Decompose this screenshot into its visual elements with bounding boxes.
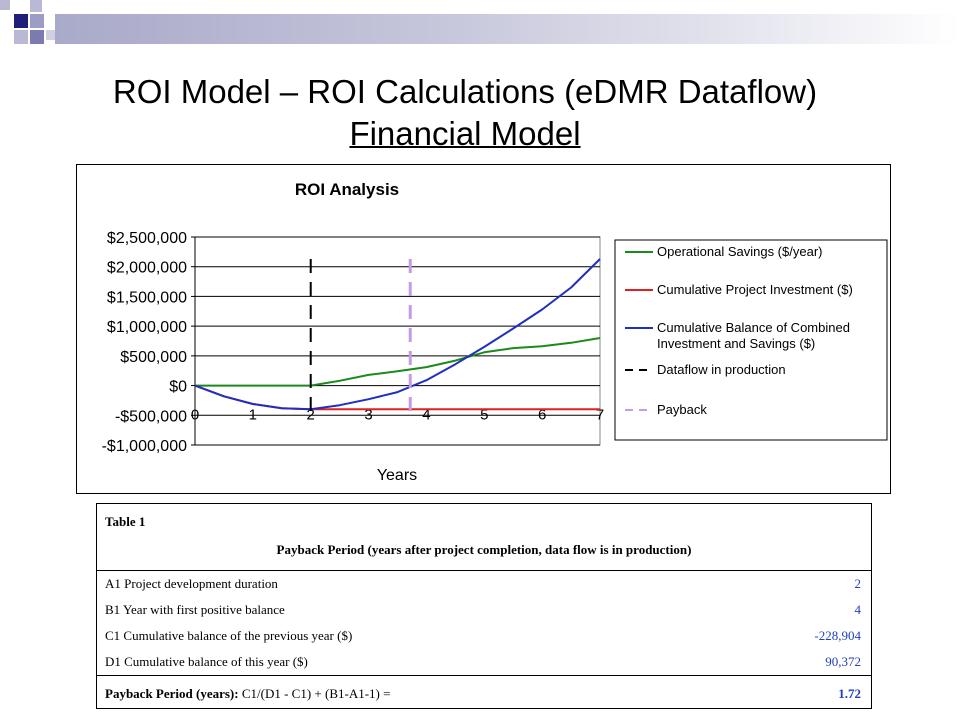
x-tick-label: 0 xyxy=(191,407,199,424)
table-row: A1 Project development duration 2 xyxy=(97,571,871,597)
row-value: 90,372 xyxy=(825,654,861,669)
decor-square xyxy=(30,30,44,44)
legend-label: Operational Savings ($/year) xyxy=(657,244,822,259)
payback-table: Table 1 Payback Period (years after proj… xyxy=(96,503,872,709)
row-label: A1 Project development duration xyxy=(105,576,278,591)
x-tick-label: 5 xyxy=(480,407,488,424)
series-line xyxy=(194,258,601,411)
table-row: B1 Year with first positive balance 4 xyxy=(97,597,871,623)
row-value: 2 xyxy=(854,576,862,591)
summary-formula: C1/(D1 - C1) + (B1-A1-1) = xyxy=(238,686,391,701)
y-tick-label: $1,000,000 xyxy=(107,319,187,336)
y-tick-label: -$1,000,000 xyxy=(102,438,188,455)
x-tick-label: 4 xyxy=(422,407,430,424)
legend-label: Cumulative Project Investment ($) xyxy=(657,282,853,297)
plot-area xyxy=(194,236,601,446)
x-tick-label: 1 xyxy=(249,407,257,424)
slide-subtitle: Financial Model xyxy=(349,115,581,152)
summary-label-bold: Payback Period (years): xyxy=(105,686,239,701)
x-tick-label: 6 xyxy=(538,407,546,424)
summary-row: Payback Period (years): C1/(D1 - C1) + (… xyxy=(97,675,871,710)
table-heading: Payback Period (years after project comp… xyxy=(276,542,692,557)
summary-value: 1.72 xyxy=(838,686,861,701)
roi-chart: ROI Analysis $2,500,000 $2,000,000 $1,500,0… xyxy=(76,164,891,494)
row-value: 4 xyxy=(854,602,862,617)
y-tick-label: $2,500,000 xyxy=(107,230,187,247)
table-caption: Table 1 xyxy=(105,514,146,529)
decor-square xyxy=(14,14,28,28)
x-axis-label: Years xyxy=(377,467,417,484)
row-label: C1 Cumulative balance of the previous ye… xyxy=(105,628,353,643)
legend-label: Cumulative Balance of Combined xyxy=(657,320,850,335)
legend-label: Dataflow in production xyxy=(657,362,786,377)
legend-label: Payback xyxy=(657,402,707,417)
chart-title: ROI Analysis xyxy=(295,180,399,199)
row-label: D1 Cumulative balance of this year ($) xyxy=(105,654,308,669)
x-tick-label: 7 xyxy=(596,407,604,424)
table-row: C1 Cumulative balance of the previous ye… xyxy=(97,623,871,649)
slide-title: ROI Model – ROI Calculations (eDMR Dataf… xyxy=(112,73,818,110)
top-banner-bar xyxy=(55,14,960,44)
summary-label: Payback Period (years): C1/(D1 - C1) + (… xyxy=(105,686,390,702)
x-tick-label: 3 xyxy=(364,407,372,424)
decor-square xyxy=(30,0,42,12)
x-tick-label: 2 xyxy=(307,407,315,424)
y-tick-label: $0 xyxy=(169,379,187,396)
decor-square xyxy=(14,30,28,44)
table-header: Table 1 Payback Period (years after proj… xyxy=(97,504,871,571)
roi-chart-svg: ROI Analysis $2,500,000 $2,000,000 $1,500,0… xyxy=(102,180,888,484)
y-tick-label: $2,000,000 xyxy=(107,260,187,277)
row-value: -228,904 xyxy=(814,628,861,643)
legend-box xyxy=(614,239,888,441)
legend-label: Investment and Savings ($) xyxy=(657,336,815,351)
decor-square xyxy=(30,14,44,28)
y-tick-label: $500,000 xyxy=(120,349,187,366)
decor-square xyxy=(46,30,56,40)
row-label: B1 Year with first positive balance xyxy=(105,602,285,617)
y-tick-label: $1,500,000 xyxy=(107,289,187,306)
y-tick-label: -$500,000 xyxy=(115,408,187,425)
decor-square xyxy=(0,0,10,10)
table-row: D1 Cumulative balance of this year ($) 9… xyxy=(97,649,871,675)
